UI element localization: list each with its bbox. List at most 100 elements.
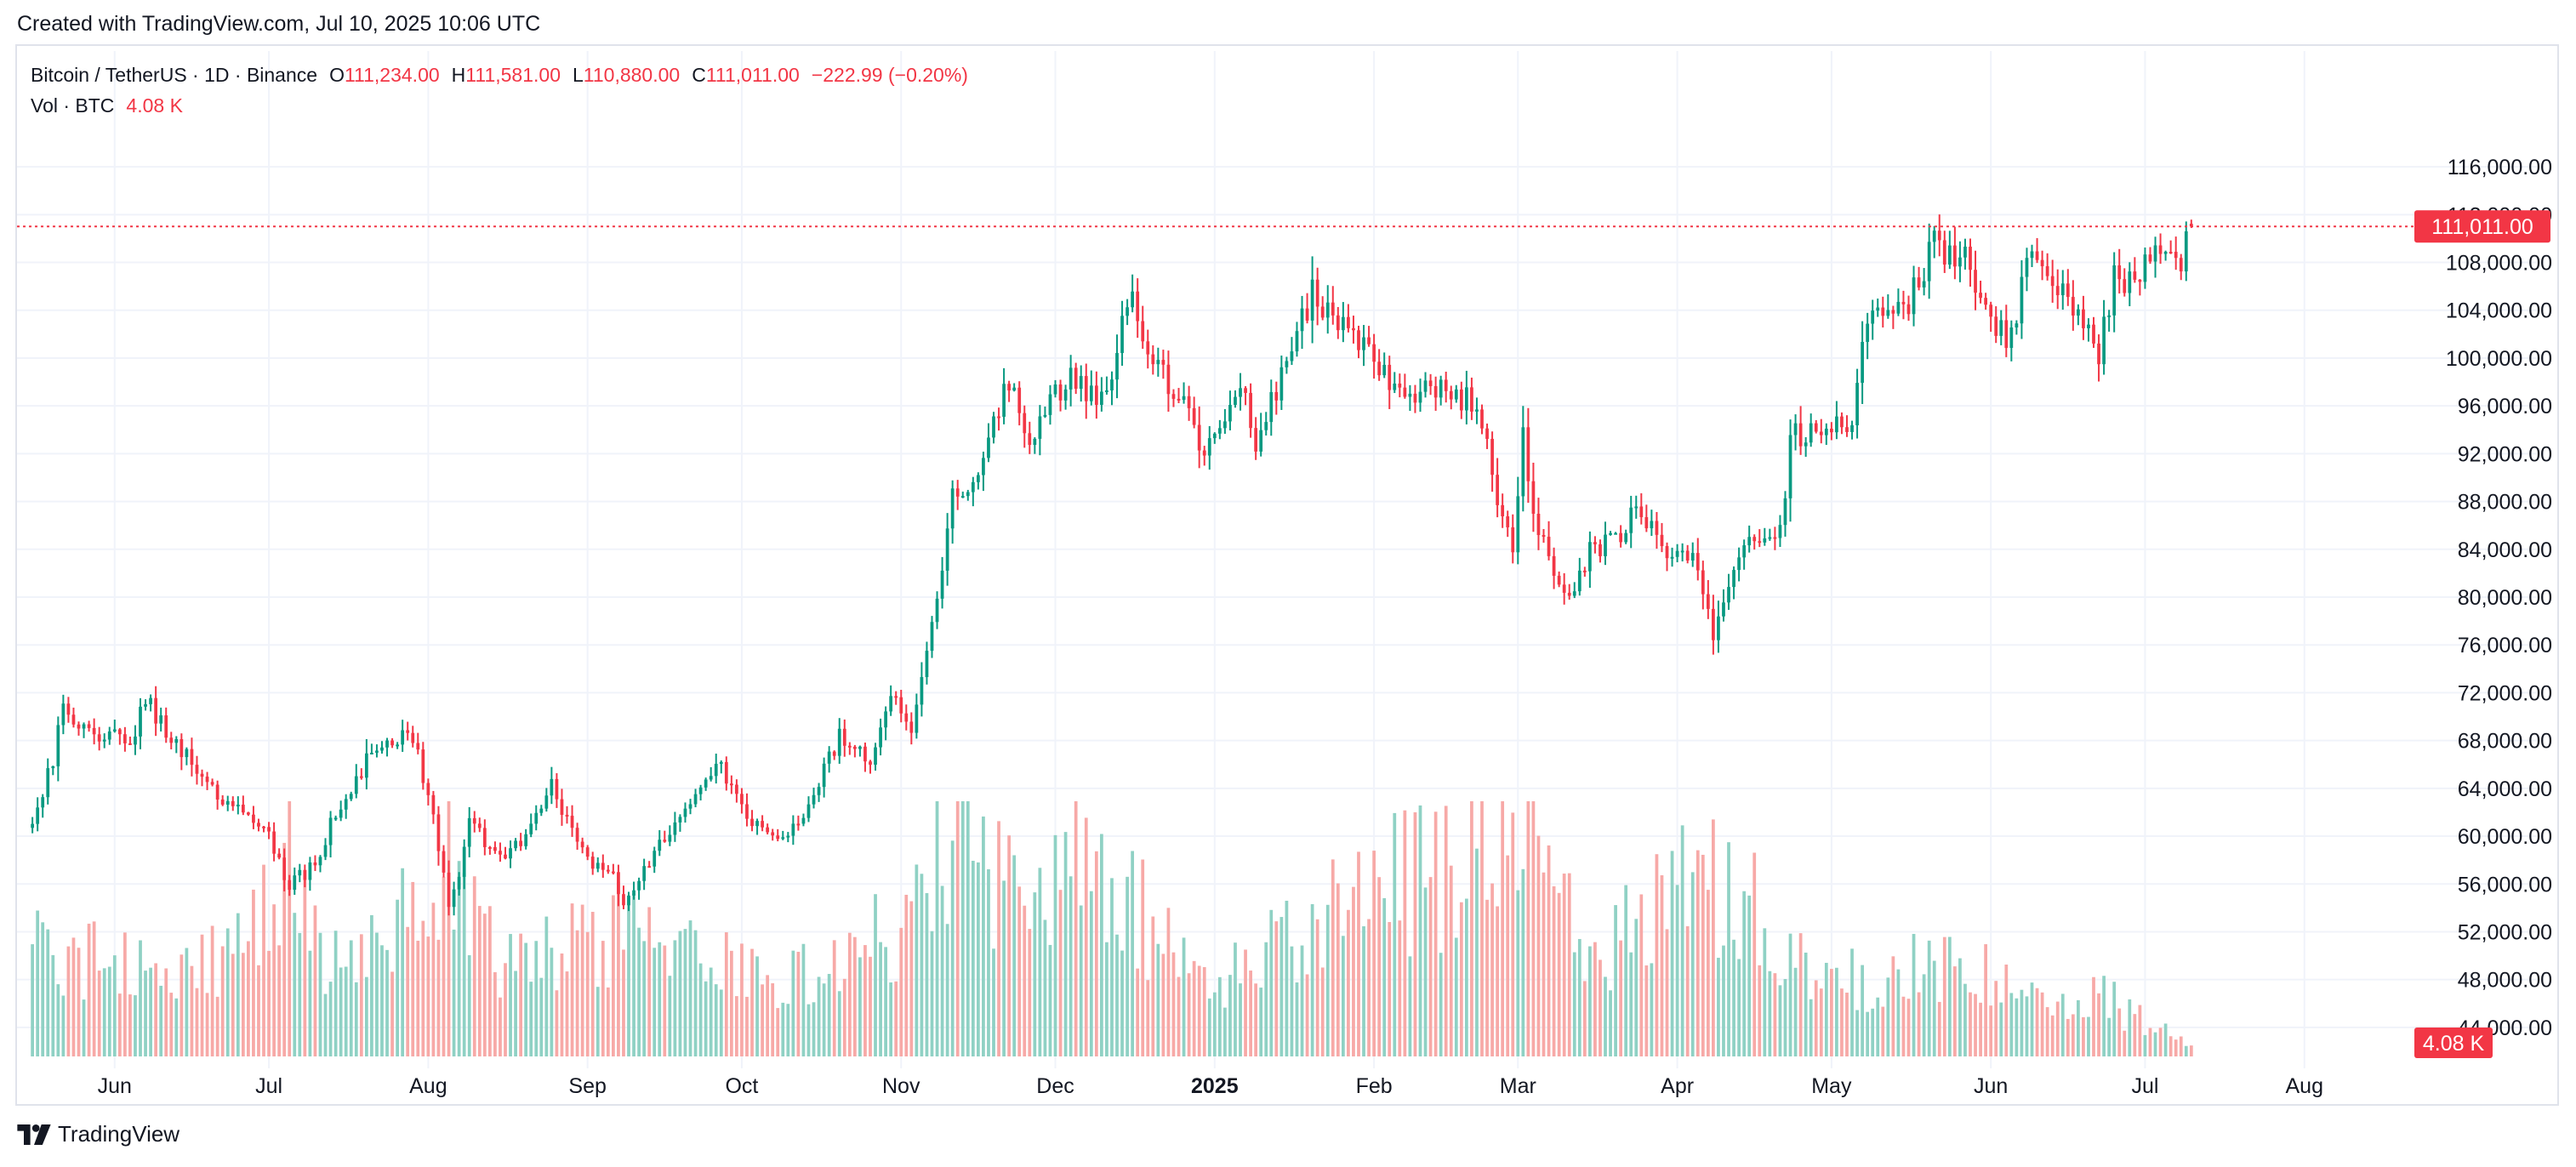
candle-body bbox=[755, 821, 759, 827]
volume-bar bbox=[637, 927, 641, 1056]
volume-bar bbox=[354, 982, 358, 1056]
candle-body bbox=[349, 794, 353, 800]
candle-body bbox=[514, 840, 517, 849]
volume-bar bbox=[930, 931, 934, 1056]
volume-bar bbox=[2128, 999, 2132, 1056]
volume-bar bbox=[1388, 922, 1392, 1056]
low-value: 110,880.00 bbox=[583, 63, 681, 86]
candle-body bbox=[2030, 251, 2034, 259]
candle-body bbox=[622, 894, 625, 906]
volume-bar bbox=[1403, 810, 1407, 1056]
volume-bar bbox=[1567, 873, 1571, 1056]
candle-body bbox=[771, 832, 775, 836]
candle-body bbox=[1017, 387, 1022, 413]
volume-bar bbox=[1110, 878, 1114, 1056]
volume-bar bbox=[935, 801, 939, 1056]
volume-bar bbox=[328, 982, 333, 1056]
volume-bar bbox=[509, 934, 512, 1056]
candle-body bbox=[472, 817, 476, 824]
volume-bar bbox=[955, 801, 960, 1056]
candle-body bbox=[1614, 532, 1617, 535]
volume-bar bbox=[2169, 1036, 2173, 1056]
candle-body bbox=[252, 814, 255, 823]
volume-label[interactable]: Vol · BTC bbox=[31, 94, 115, 117]
volume-bar bbox=[349, 940, 353, 1056]
candle-body bbox=[293, 875, 297, 891]
volume-bar bbox=[1937, 1001, 1941, 1056]
volume-bar bbox=[46, 929, 50, 1056]
volume-bar bbox=[874, 894, 877, 1056]
volume-bar bbox=[776, 1008, 780, 1056]
candle-body bbox=[436, 814, 441, 851]
volume-bar bbox=[1639, 894, 1644, 1056]
candle-body bbox=[822, 763, 826, 788]
candle-body bbox=[333, 817, 338, 820]
candle-body bbox=[66, 703, 71, 715]
volume-bar bbox=[231, 954, 235, 1056]
volume-bar bbox=[1582, 981, 1587, 1056]
price-tick-label: 76,000.00 bbox=[2458, 634, 2552, 658]
candle-body bbox=[1023, 413, 1027, 434]
volume-bar bbox=[1609, 990, 1612, 1056]
volume-bar bbox=[359, 934, 363, 1056]
volume-bar bbox=[925, 892, 929, 1056]
candle-body bbox=[1433, 385, 1438, 398]
tradingview-footer[interactable]: TradingView bbox=[17, 1121, 180, 1147]
candle-body bbox=[504, 854, 507, 859]
time-tick-label: Oct bbox=[725, 1074, 758, 1098]
volume-bar bbox=[1336, 883, 1340, 1056]
volume-bar bbox=[51, 954, 55, 1056]
candle-body bbox=[832, 751, 836, 756]
volume-bar bbox=[884, 947, 887, 1056]
volume-bar bbox=[1511, 812, 1515, 1056]
candle-body bbox=[1798, 423, 1803, 447]
candle-body bbox=[1475, 409, 1479, 412]
volume-bar bbox=[842, 978, 846, 1056]
candle-body bbox=[1490, 438, 1494, 475]
candle-body bbox=[262, 826, 265, 828]
volume-bar bbox=[1593, 942, 1597, 1056]
volume-bar bbox=[1680, 825, 1684, 1056]
candle-body bbox=[467, 817, 471, 847]
candle-body bbox=[426, 783, 430, 795]
candle-body bbox=[955, 488, 960, 497]
volume-bar bbox=[154, 963, 158, 1056]
candle-body bbox=[776, 835, 780, 840]
volume-bar bbox=[960, 801, 965, 1056]
volume-bar bbox=[247, 941, 250, 1056]
volume-bar bbox=[945, 924, 949, 1056]
volume-bar bbox=[1829, 969, 1833, 1056]
candle-body bbox=[1063, 389, 1068, 401]
candle-body bbox=[2112, 265, 2117, 316]
symbol-title[interactable]: Bitcoin / TetherUS · 1D · Binance bbox=[31, 63, 318, 86]
candle-body bbox=[442, 851, 446, 873]
volume-bar bbox=[735, 996, 738, 1056]
volume-bar bbox=[1285, 900, 1289, 1056]
volume-bar bbox=[1629, 952, 1633, 1056]
candle-body bbox=[987, 437, 990, 458]
volume-bar bbox=[1408, 956, 1412, 1056]
volume-bar bbox=[2050, 1015, 2055, 1056]
volume-bar bbox=[1793, 967, 1798, 1056]
open-value: 111,234.00 bbox=[344, 63, 440, 86]
candle-body bbox=[1974, 270, 1977, 293]
candle-body bbox=[1259, 430, 1263, 452]
high-label: H bbox=[451, 63, 466, 86]
candle-body bbox=[786, 835, 790, 838]
volume-bar bbox=[550, 948, 554, 1056]
volume-bar bbox=[1423, 887, 1428, 1056]
price-tick-label: 116,000.00 bbox=[2448, 156, 2552, 179]
candle-body bbox=[842, 728, 846, 746]
candle-body bbox=[2025, 258, 2029, 277]
volume-bar bbox=[781, 1002, 785, 1056]
candle-body bbox=[544, 795, 549, 809]
last-price-badge-label: 111,011.00 bbox=[2431, 215, 2533, 239]
candle-body bbox=[1408, 393, 1412, 397]
candle-body bbox=[678, 817, 682, 823]
volume-bar bbox=[1012, 855, 1017, 1056]
volume-bar bbox=[66, 946, 71, 1056]
volume-bar bbox=[2030, 982, 2034, 1056]
candle-body bbox=[1695, 553, 1700, 571]
candle-body bbox=[318, 857, 322, 866]
